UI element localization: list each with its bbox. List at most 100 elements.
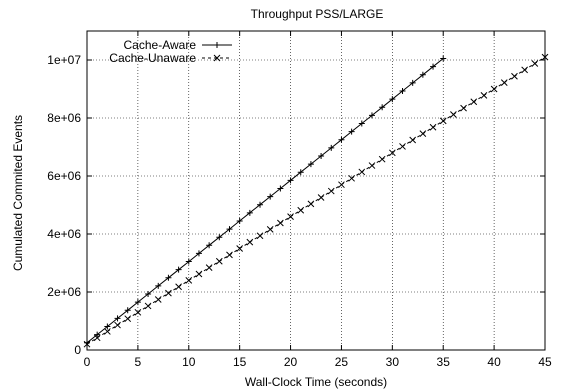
data-point-marker bbox=[338, 136, 345, 143]
x-tick-label: 20 bbox=[284, 355, 298, 369]
data-point-marker bbox=[104, 328, 111, 335]
x-tick-label: 10 bbox=[182, 355, 196, 369]
data-point-marker bbox=[175, 283, 182, 291]
y-tick-label: 6e+06 bbox=[47, 169, 81, 183]
data-point-marker bbox=[307, 200, 315, 208]
data-point-marker bbox=[246, 209, 253, 216]
x-tick-label: 25 bbox=[335, 355, 349, 369]
data-point-marker bbox=[277, 185, 284, 192]
x-tick-label: 30 bbox=[386, 355, 400, 369]
data-point-marker bbox=[134, 299, 141, 306]
x-tick-label: 15 bbox=[233, 355, 247, 369]
data-point-marker bbox=[214, 42, 220, 48]
data-point-marker bbox=[287, 177, 294, 184]
data-point-marker bbox=[419, 130, 427, 138]
data-point-marker bbox=[145, 291, 152, 298]
data-point-marker bbox=[213, 54, 221, 62]
series-line bbox=[86, 56, 546, 345]
data-point-marker bbox=[297, 206, 305, 214]
data-point-marker bbox=[226, 226, 233, 233]
data-point-marker bbox=[399, 143, 406, 150]
data-point-marker bbox=[318, 152, 325, 159]
data-point-marker bbox=[368, 162, 376, 169]
data-point-marker bbox=[124, 315, 132, 323]
data-point-marker bbox=[307, 161, 314, 168]
data-point-marker bbox=[439, 117, 447, 125]
data-point-marker bbox=[206, 242, 213, 249]
data-point-marker bbox=[256, 232, 264, 240]
axis-ticks: 0 5 10 15 20 25 30 35 40 45 0 2e+06 4e+06 6e+06 8e+06 1… bbox=[47, 31, 552, 369]
data-point-marker bbox=[215, 257, 223, 265]
x-axis-label: Wall-Clock Time (seconds) bbox=[245, 375, 387, 389]
data-point-marker bbox=[358, 120, 365, 127]
data-point-marker bbox=[348, 128, 355, 135]
data-point-marker bbox=[419, 71, 426, 78]
y-tick-label: 2e+06 bbox=[47, 285, 81, 299]
data-point-marker bbox=[124, 307, 131, 314]
data-point-marker bbox=[399, 88, 406, 95]
y-tick-label: 8e+06 bbox=[47, 111, 81, 125]
data-point-marker bbox=[348, 174, 355, 182]
data-point-marker bbox=[327, 187, 335, 195]
data-point-marker bbox=[205, 264, 213, 271]
data-point-marker bbox=[430, 63, 437, 70]
data-point-marker bbox=[490, 85, 498, 93]
data-point-marker bbox=[134, 308, 142, 316]
data-point-marker bbox=[155, 282, 162, 289]
series-cache-unaware bbox=[83, 53, 549, 348]
data-point-marker bbox=[195, 250, 202, 257]
data-point-marker bbox=[236, 245, 244, 252]
series-cache-aware bbox=[84, 55, 447, 346]
data-point-marker bbox=[440, 55, 447, 62]
data-point-marker bbox=[358, 168, 366, 176]
data-point-marker bbox=[450, 111, 457, 118]
data-point-marker bbox=[266, 226, 274, 233]
data-point-marker bbox=[328, 144, 335, 151]
data-point-marker bbox=[175, 266, 182, 273]
legend-label: Cache-Aware bbox=[124, 38, 197, 52]
data-point-marker bbox=[500, 79, 508, 86]
data-point-marker bbox=[226, 251, 233, 259]
chart-title: Throughput PSS/LARGE bbox=[251, 7, 384, 21]
y-tick-label: 0 bbox=[74, 343, 81, 357]
data-point-marker bbox=[287, 213, 294, 220]
data-point-marker bbox=[368, 112, 375, 119]
y-tick-label: 4e+06 bbox=[47, 227, 81, 241]
data-point-marker bbox=[378, 155, 386, 163]
data-point-marker bbox=[409, 79, 416, 86]
data-point-marker bbox=[154, 296, 162, 303]
data-point-marker bbox=[144, 302, 152, 310]
data-point-marker bbox=[277, 219, 284, 227]
data-point-marker bbox=[460, 104, 467, 112]
x-tick-label: 35 bbox=[437, 355, 451, 369]
data-point-marker bbox=[114, 321, 121, 329]
plot-frame bbox=[86, 30, 546, 351]
data-point-marker bbox=[257, 201, 264, 208]
data-point-marker bbox=[93, 334, 101, 342]
data-point-marker bbox=[379, 104, 386, 111]
data-point-marker bbox=[236, 217, 243, 224]
y-tick-label: 1e+07 bbox=[47, 53, 81, 67]
data-point-marker bbox=[195, 270, 203, 278]
data-point-marker bbox=[104, 323, 111, 330]
data-point-marker bbox=[297, 169, 304, 176]
data-point-marker bbox=[338, 181, 345, 189]
data-point-marker bbox=[480, 92, 488, 99]
grid bbox=[87, 31, 545, 350]
data-point-marker bbox=[114, 315, 121, 322]
data-point-marker bbox=[388, 149, 396, 157]
data-point-marker bbox=[429, 123, 437, 131]
x-tick-label: 5 bbox=[135, 355, 142, 369]
data-point-marker bbox=[511, 72, 518, 80]
x-tick-label: 0 bbox=[84, 355, 91, 369]
series-layer bbox=[83, 53, 549, 348]
data-point-marker bbox=[470, 98, 478, 106]
data-point-marker bbox=[267, 193, 274, 200]
series-line bbox=[86, 58, 444, 344]
data-point-marker bbox=[165, 289, 172, 297]
legend-label: Cache-Unaware bbox=[109, 51, 196, 65]
data-point-marker bbox=[389, 96, 396, 103]
data-point-marker bbox=[185, 277, 193, 284]
